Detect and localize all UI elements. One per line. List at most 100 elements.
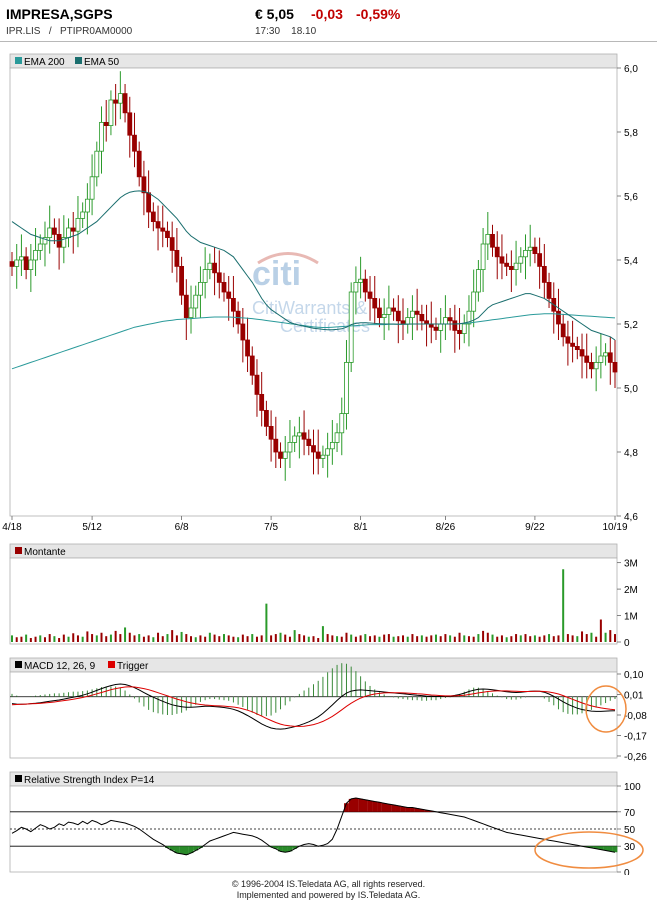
legend-ema50: EMA 50 (84, 57, 119, 68)
volume-bar (557, 635, 560, 642)
candle-body (490, 233, 495, 248)
volume-bar (109, 634, 112, 642)
chart-area: EMA 200 EMA 50 citi CitiWarrants & Certi… (2, 53, 647, 875)
candle-body (240, 323, 246, 341)
watermark: citi CitiWarrants & Certificates (252, 252, 370, 336)
rsi-oversold-fill (603, 846, 608, 851)
volume-bar (467, 636, 470, 642)
volume-bar (552, 636, 555, 642)
candle-body (410, 310, 415, 319)
candle-body (75, 217, 81, 232)
volume-bar (524, 634, 527, 642)
powered-by-text: Implemented and powered by IS.Teledata A… (236, 890, 421, 900)
rsi-oversold-fill (282, 846, 288, 853)
rsi-overbought-fill (405, 807, 411, 812)
ema50-line (11, 190, 616, 341)
rsi-tick-label: 100 (624, 782, 641, 793)
volume-bar (543, 635, 546, 642)
candle-body (579, 349, 585, 357)
volume-bar (232, 636, 235, 642)
volume-bar (317, 638, 320, 642)
candle-body (183, 294, 189, 319)
candle-body (504, 262, 510, 267)
candle-body (494, 246, 500, 258)
volume-y-axis: 3M 2M 1M 0 (617, 559, 638, 649)
candle-body (70, 227, 76, 232)
candle-body (94, 150, 100, 178)
candle-body (589, 361, 594, 370)
rsi-overbought-fill (362, 799, 368, 812)
rsi-oversold-fill (612, 846, 618, 853)
rsi-tick-label: 30 (624, 842, 636, 853)
volume-bar (86, 631, 89, 642)
volume-bar (218, 636, 221, 642)
volume-bar (430, 635, 433, 642)
candle-body (37, 243, 43, 251)
volume-bar (439, 636, 442, 642)
volume-bar (199, 635, 202, 642)
candle-body (42, 237, 48, 245)
volume-bar (609, 630, 612, 642)
candle-body (329, 441, 335, 450)
volume-bar (406, 636, 409, 642)
volume-bar (227, 635, 230, 642)
trigger-legend-swatch (108, 661, 115, 668)
volume-bar (571, 635, 574, 642)
volume-bar (416, 636, 419, 642)
volume-bar (336, 636, 339, 642)
candle-body (400, 320, 406, 325)
rsi-line (11, 797, 616, 856)
volume-bar (444, 634, 447, 642)
candle-body (532, 246, 538, 254)
volume-bar (213, 634, 216, 642)
candle-body (419, 313, 425, 322)
volume-bar (614, 634, 616, 642)
volume-bar (463, 635, 466, 642)
candle-body (226, 291, 232, 299)
volume-bar (48, 634, 51, 642)
candle-body (89, 176, 95, 200)
quote-date: 18.10 (291, 26, 317, 37)
volume-bar (505, 637, 508, 642)
candle-body (108, 99, 114, 127)
volume-tick-label: 3M (624, 559, 638, 570)
watermark-logo: citi (252, 255, 301, 293)
candle-body (320, 454, 326, 459)
volume-bar (515, 634, 518, 642)
candle-body (51, 227, 57, 235)
rsi-overbought-fill (414, 808, 420, 812)
macd-tick-label: -0,08 (624, 711, 647, 722)
volume-bar (364, 634, 367, 642)
candle-body (391, 307, 396, 312)
price-tick-label: 5,0 (624, 384, 638, 395)
candle-body (66, 227, 71, 239)
price-tick-label: 4,8 (624, 448, 638, 459)
volume-bar (114, 630, 117, 642)
candle-body (117, 93, 123, 104)
rsi-oversold-fill (292, 846, 298, 849)
candle-body (301, 432, 307, 440)
quote-header: IMPRESA,SGPS IPR.LIS / PTIPR0AM0000 € 5,… (0, 0, 657, 42)
volume-bar (562, 569, 565, 642)
rsi-overbought-fill (391, 804, 396, 812)
volume-bar (298, 634, 301, 642)
volume-bar (76, 635, 79, 642)
volume-bar (133, 635, 136, 642)
candle-body (508, 265, 514, 270)
candle-body (334, 432, 340, 443)
candle-body (207, 262, 213, 271)
volume-bar (369, 636, 372, 642)
candle-body (287, 441, 293, 453)
watermark-line2: Certificates (280, 316, 370, 336)
volume-bar (284, 634, 287, 642)
candle-body (23, 256, 29, 270)
candle-body (523, 249, 528, 258)
rsi-tick-label: 50 (624, 825, 636, 836)
volume-bar (39, 635, 42, 642)
price-tick-label: 5,2 (624, 320, 638, 331)
candle-body (169, 237, 175, 251)
isin: PTIPR0AM0000 (59, 26, 133, 37)
candle-body (499, 256, 505, 264)
candle-body (348, 291, 354, 363)
candle-body (598, 355, 604, 363)
